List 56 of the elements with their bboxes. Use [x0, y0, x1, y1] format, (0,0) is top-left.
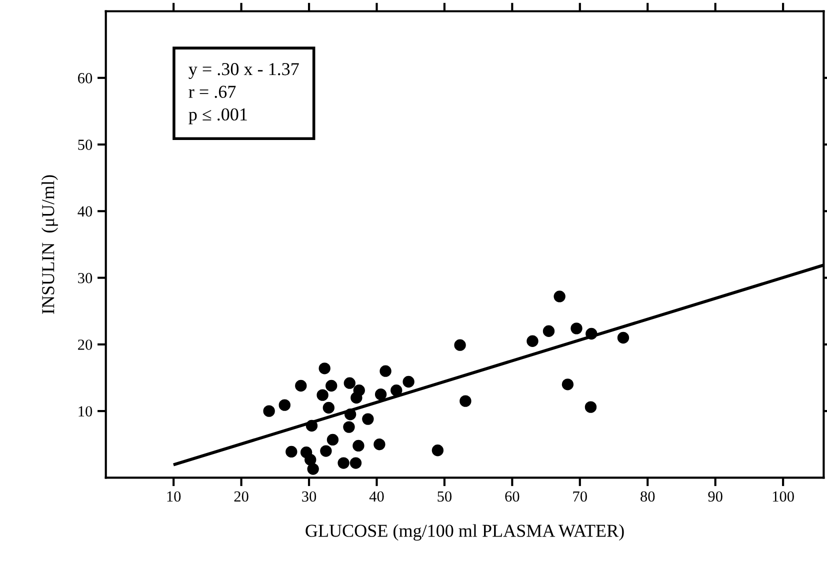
point [320, 445, 332, 457]
point [352, 440, 364, 452]
x-tick-label: 30 [302, 491, 316, 502]
point [286, 446, 298, 458]
point [374, 388, 387, 400]
point [307, 463, 319, 475]
point [390, 384, 402, 396]
point [454, 339, 466, 351]
point [278, 399, 290, 411]
y-tick-label: 40 [78, 206, 92, 217]
x-tick-label: 60 [505, 491, 520, 502]
point [343, 421, 355, 433]
x-tick-label: 40 [369, 491, 384, 502]
point [460, 395, 472, 407]
y-tick-label: 20 [78, 340, 92, 350]
x-tick-label: 80 [640, 491, 655, 502]
x-tick-label: 20 [234, 491, 248, 502]
point [350, 457, 362, 469]
point [326, 434, 339, 446]
y-tick-label: 50 [78, 140, 92, 150]
point [306, 420, 318, 432]
point [374, 438, 386, 450]
point [295, 380, 307, 392]
point [402, 376, 414, 388]
point [344, 408, 356, 420]
x-axis-title: GLUCOSE (mg/100 ml PLASMA WATER) [306, 524, 624, 541]
point [318, 362, 330, 374]
x-tick-label: 70 [573, 491, 587, 502]
x-tick-label: 100 [772, 491, 794, 502]
x-tick-label: 50 [438, 491, 452, 502]
annotation: y = .30 x - 1.37 r = .67 p ≤ .001 [188, 63, 299, 124]
x-tick-label: 90 [708, 491, 722, 502]
y-tick-label: 60 [78, 73, 92, 84]
point [542, 325, 555, 337]
y-tick-label: 30 [78, 272, 92, 284]
point [526, 335, 538, 347]
point [380, 365, 392, 377]
point [562, 378, 574, 390]
point [322, 402, 334, 414]
point [304, 454, 316, 466]
point [362, 413, 374, 425]
point [338, 457, 350, 469]
point [554, 290, 566, 302]
y-tick-label: 10 [78, 406, 92, 417]
x-tick-label: 10 [167, 491, 181, 502]
point [350, 392, 362, 404]
point [432, 444, 444, 456]
point [617, 332, 630, 344]
point [586, 328, 598, 340]
point [344, 377, 356, 389]
y-axis-title: INSULIN (μU/ml) [42, 175, 58, 314]
point [326, 380, 338, 392]
point [316, 389, 328, 401]
point [570, 322, 582, 334]
point [584, 401, 597, 413]
point [263, 405, 275, 417]
